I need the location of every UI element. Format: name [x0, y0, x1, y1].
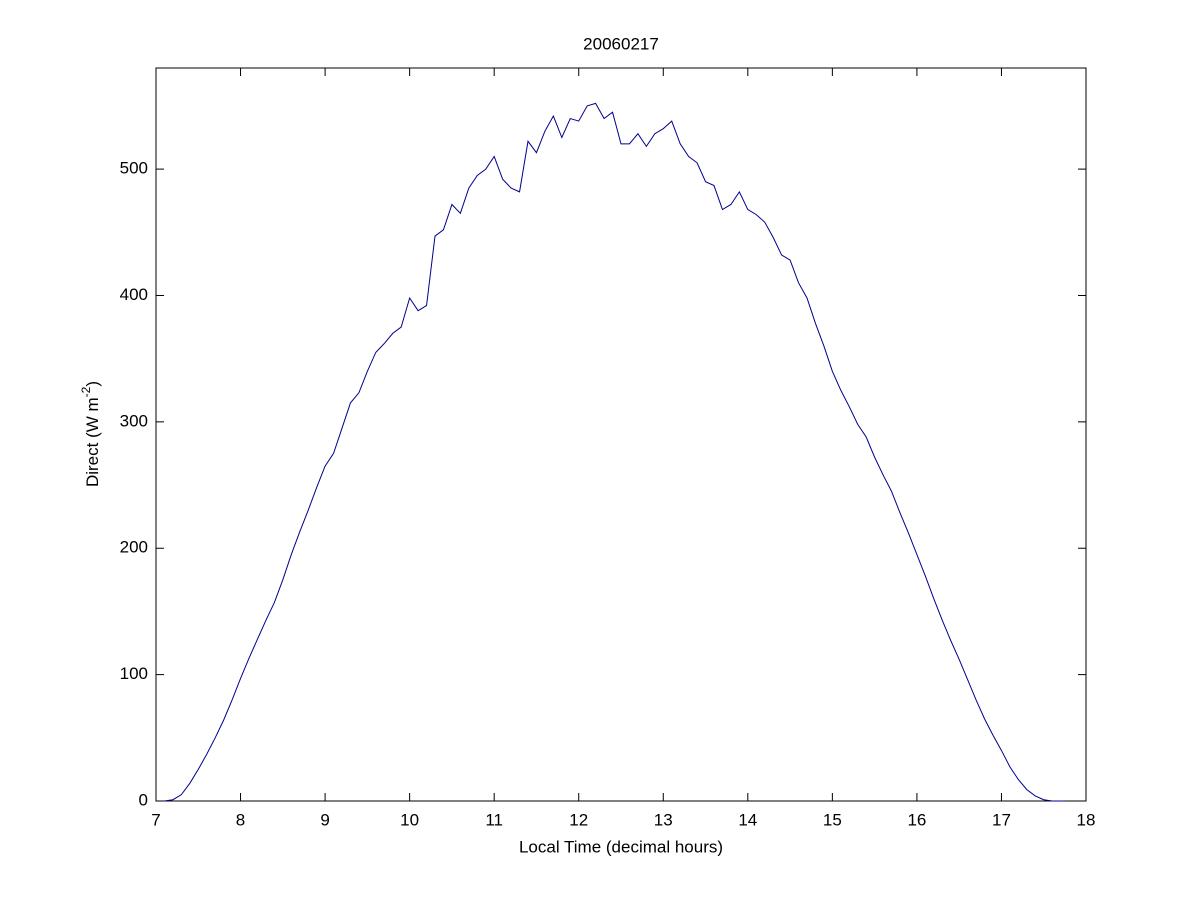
data-line [164, 102, 1065, 802]
x-tick-label: 12 [569, 810, 588, 829]
x-tick-label: 10 [400, 810, 419, 829]
x-tick-label: 9 [320, 810, 329, 829]
y-axis-label-main: Direct (W m [83, 397, 102, 487]
x-tick-label: 15 [823, 810, 842, 829]
x-axis-label: Local Time (decimal hours) [519, 837, 723, 856]
x-tick-label: 14 [738, 810, 757, 829]
y-tick-label: 400 [120, 285, 148, 304]
y-tick-label: 100 [120, 664, 148, 683]
y-tick-label: 500 [120, 159, 148, 178]
y-axis-label-superscript: -2 [79, 386, 93, 397]
x-tick-label: 16 [907, 810, 926, 829]
chart-title: 20060217 [583, 34, 659, 53]
y-axis-label: Direct (W m-2) [79, 381, 102, 487]
y-tick-label: 300 [120, 411, 148, 430]
y-axis-label-suffix: ) [83, 381, 102, 387]
y-tick-label: 200 [120, 538, 148, 557]
x-tick-label: 13 [654, 810, 673, 829]
x-tick-label: 7 [151, 810, 160, 829]
y-tick-label: 0 [139, 790, 148, 809]
axes-box [155, 67, 1087, 802]
x-tick-label: 17 [992, 810, 1011, 829]
x-tick-label: 11 [485, 810, 503, 829]
x-tick-label: 8 [236, 810, 245, 829]
x-tick-label: 18 [1077, 810, 1096, 829]
